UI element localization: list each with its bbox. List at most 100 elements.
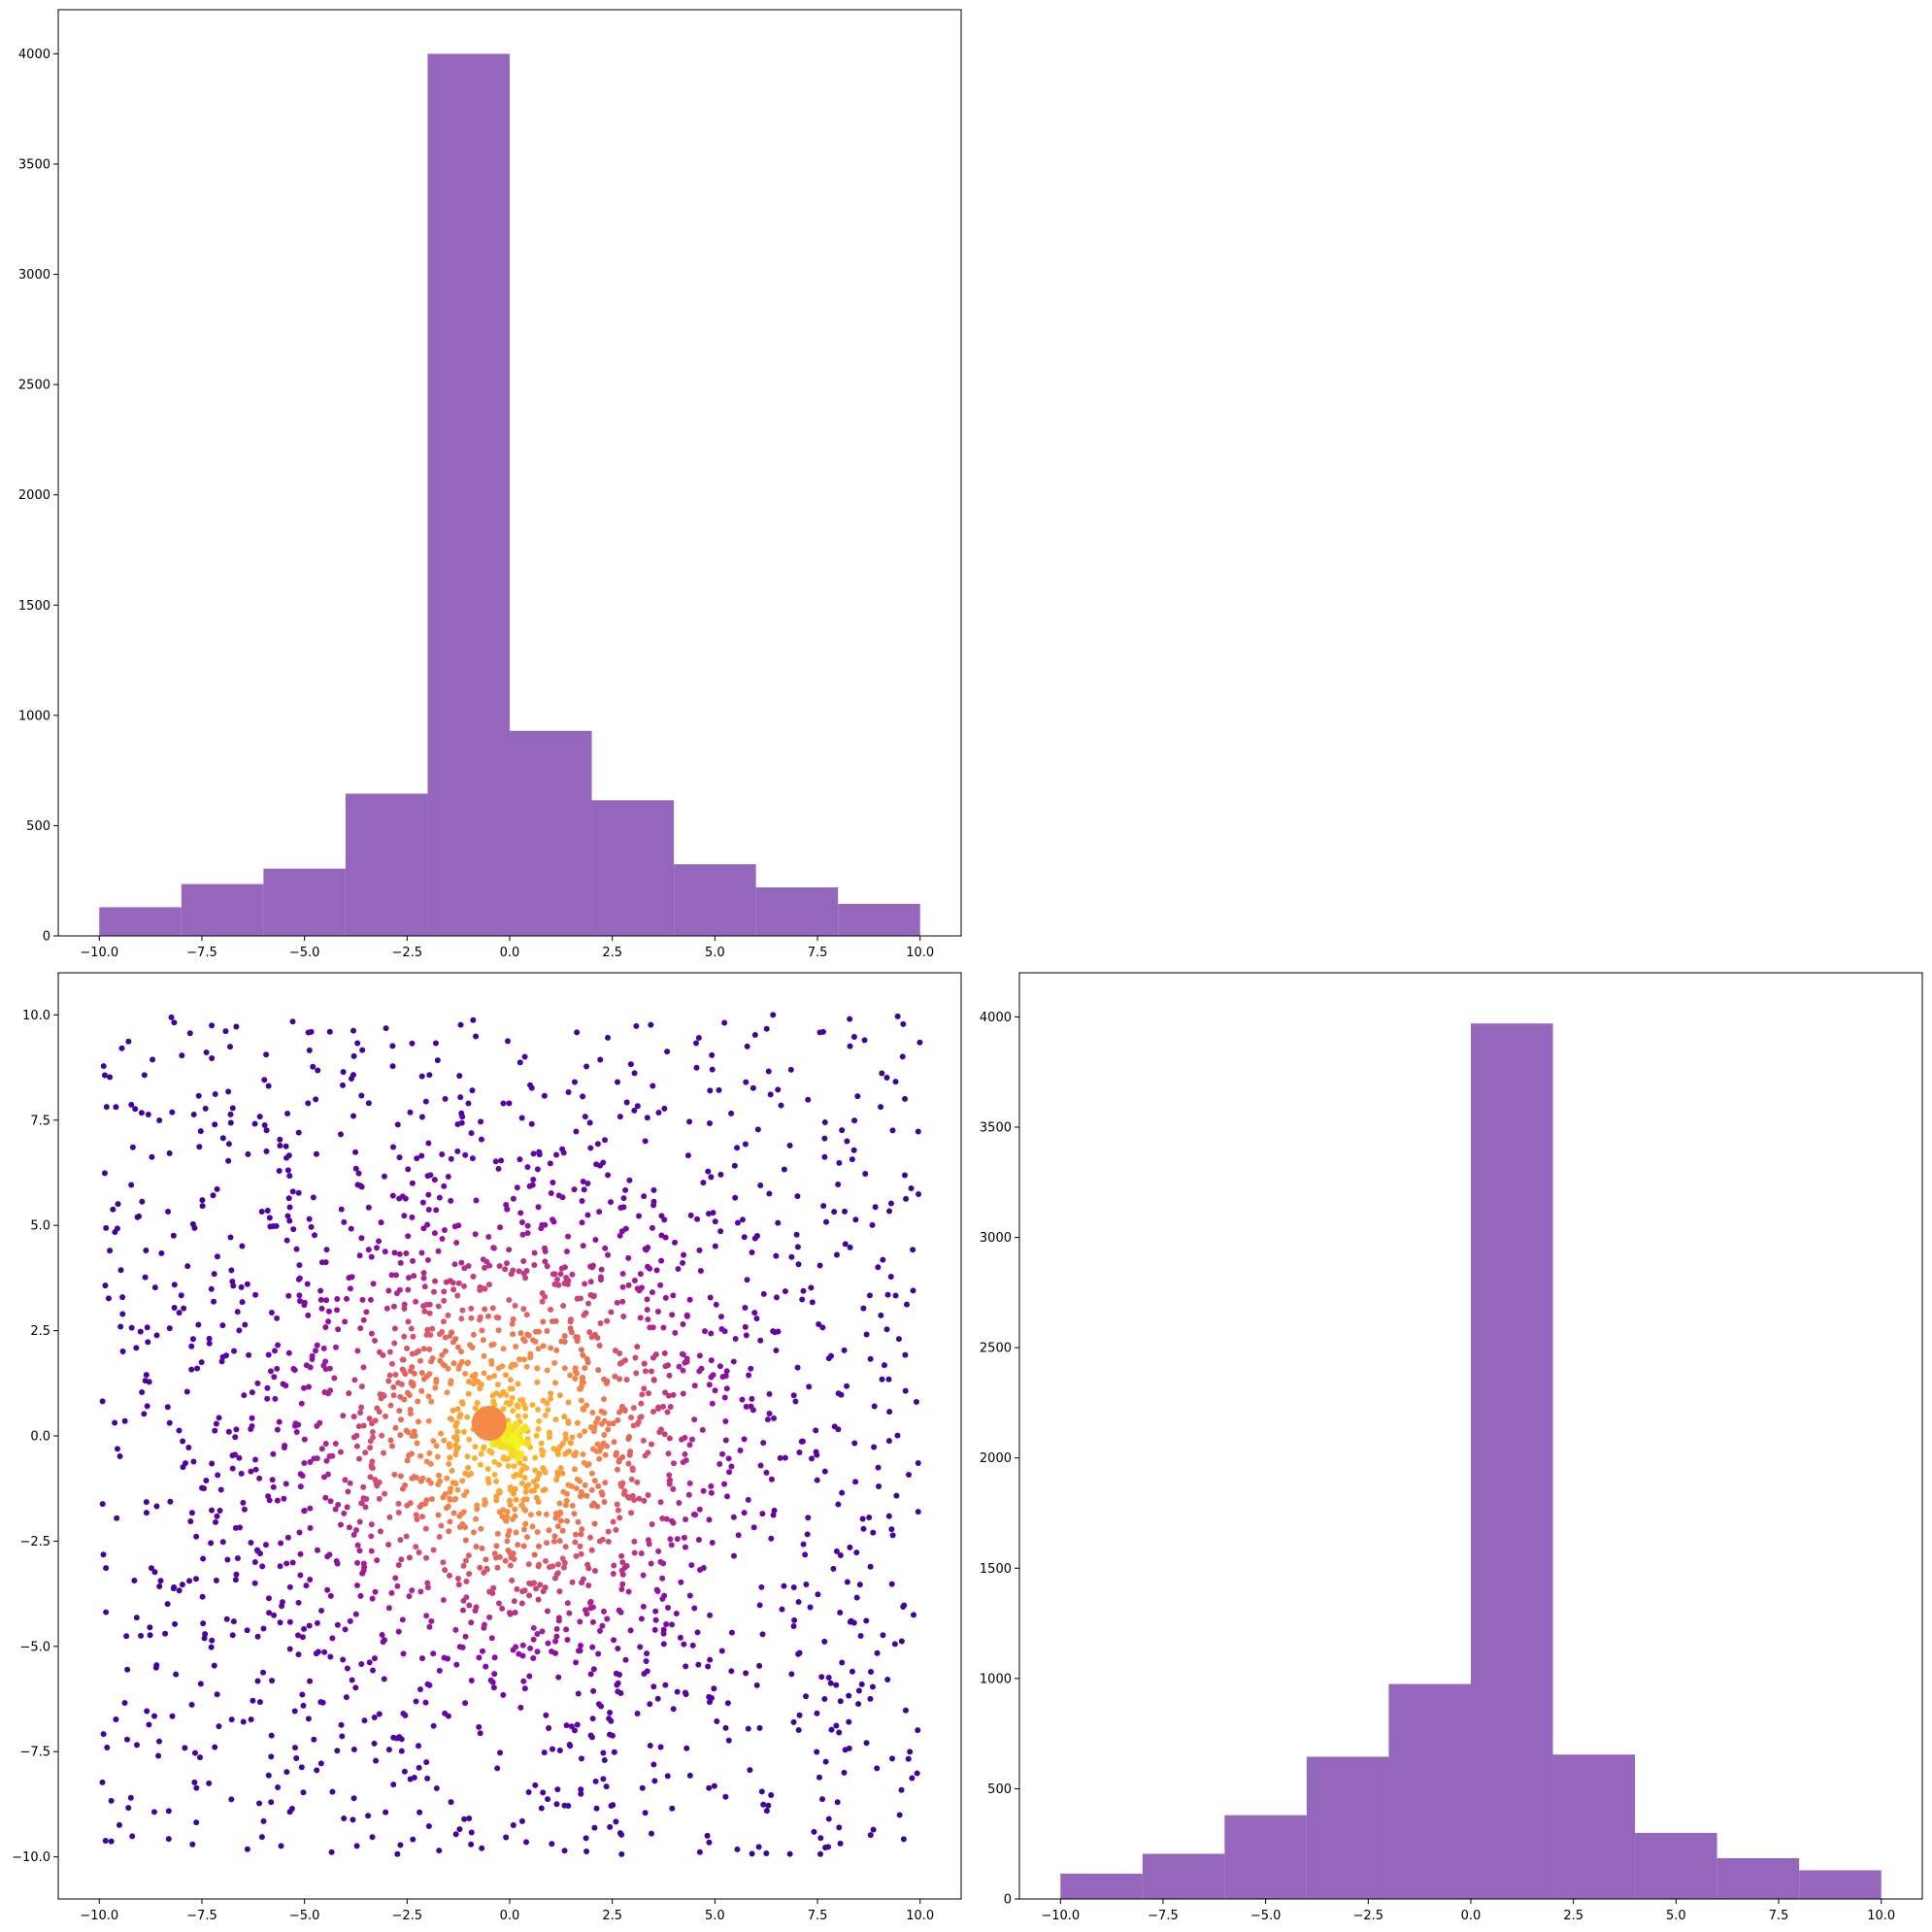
scatter-point xyxy=(505,1463,512,1470)
scatter-point xyxy=(781,1582,787,1589)
scatter-point xyxy=(517,1330,524,1337)
scatter-point xyxy=(376,1238,383,1245)
x-tick-label: 5.0 xyxy=(1666,1909,1686,1923)
scatter-point xyxy=(438,1522,445,1529)
scatter-point xyxy=(481,1444,487,1450)
scatter-point xyxy=(712,1387,718,1394)
scatter-point xyxy=(286,1173,293,1180)
scatter-point xyxy=(354,1582,361,1588)
scatter-point xyxy=(528,1084,535,1091)
scatter-point xyxy=(265,1351,272,1358)
histogram-bar xyxy=(427,53,510,936)
scatter-point xyxy=(407,1500,414,1507)
scatter-point xyxy=(216,1723,222,1730)
scatter-point xyxy=(645,1390,651,1397)
scatter-point xyxy=(903,1195,910,1202)
scatter-point xyxy=(888,1755,895,1762)
scatter-point xyxy=(885,1438,892,1445)
scatter-point xyxy=(486,1588,493,1595)
scatter-point xyxy=(279,1599,285,1606)
scatter-point xyxy=(667,1404,674,1411)
scatter-point xyxy=(459,1607,466,1614)
histogram-bar xyxy=(674,864,756,936)
scatter-point xyxy=(553,1633,560,1640)
scatter-point xyxy=(223,1352,230,1359)
scatter-point xyxy=(540,1465,547,1472)
scatter-point xyxy=(516,1650,522,1657)
scatter-point xyxy=(802,1551,809,1558)
scatter-point xyxy=(228,1716,235,1723)
scatter-point xyxy=(461,1265,468,1272)
scatter-point xyxy=(746,1372,752,1379)
scatter-point xyxy=(669,1621,676,1628)
scatter-point xyxy=(614,1501,620,1508)
scatter-point xyxy=(421,1308,428,1315)
scatter-point xyxy=(800,1287,807,1294)
scatter-point xyxy=(674,1688,681,1695)
scatter-point xyxy=(358,1183,365,1190)
scatter-point xyxy=(611,1749,617,1755)
scatter-point xyxy=(499,1434,508,1443)
scatter-point xyxy=(379,1631,385,1638)
scatter-point xyxy=(365,1247,372,1253)
scatter-point xyxy=(518,1817,525,1824)
scatter-point xyxy=(597,1162,604,1169)
scatter-point xyxy=(744,1277,750,1283)
scatter-point xyxy=(757,1337,764,1344)
scatter-point xyxy=(496,1262,503,1269)
scatter-point xyxy=(613,1526,619,1533)
scatter-point xyxy=(363,1495,370,1502)
scatter-point xyxy=(297,1550,304,1557)
scatter-point xyxy=(803,1582,810,1588)
scatter-point xyxy=(790,1583,797,1590)
scatter-point xyxy=(352,1149,359,1155)
scatter-point xyxy=(844,1382,850,1389)
scatter-point xyxy=(606,1715,613,1722)
scatter-point xyxy=(545,1407,551,1414)
scatter-point xyxy=(821,1468,828,1475)
scatter-point xyxy=(756,1724,763,1731)
scatter-point xyxy=(606,1731,613,1738)
scatter-point xyxy=(522,1520,529,1527)
scatter-point xyxy=(575,1690,582,1697)
scatter-point xyxy=(568,1723,575,1730)
scatter-point xyxy=(117,1267,124,1274)
scatter-point xyxy=(369,1595,376,1602)
scatter-point xyxy=(620,1195,627,1202)
scatter-point xyxy=(164,1404,171,1411)
scatter-point xyxy=(529,1402,536,1409)
scatter-point xyxy=(534,1365,541,1372)
scatter-point xyxy=(368,1533,375,1540)
scatter-point xyxy=(589,1446,596,1452)
scatter-point xyxy=(431,1177,438,1183)
scatter-point xyxy=(391,1340,398,1347)
scatter-point xyxy=(561,1802,568,1809)
scatter-point xyxy=(224,1556,231,1563)
scatter-point xyxy=(587,1145,594,1151)
scatter-point xyxy=(396,1154,403,1161)
scatter-point xyxy=(500,1100,507,1107)
scatter-point xyxy=(171,1583,178,1590)
scatter-point xyxy=(307,1505,314,1512)
scatter-point xyxy=(875,1264,882,1271)
scatter-point xyxy=(343,1694,350,1701)
scatter-point xyxy=(434,1057,441,1064)
scatter-point xyxy=(560,1564,567,1571)
scatter-point xyxy=(265,1083,272,1089)
scatter-point xyxy=(794,1244,801,1250)
scatter-point xyxy=(654,1695,661,1702)
scatter-point xyxy=(521,1053,528,1060)
scatter-point xyxy=(597,1320,604,1327)
scatter-point xyxy=(223,1616,230,1622)
scatter-point xyxy=(631,1278,638,1284)
scatter-point xyxy=(557,1271,564,1278)
scatter-point xyxy=(138,1632,145,1639)
scatter-point xyxy=(552,1638,559,1645)
scatter-point xyxy=(305,1100,312,1107)
scatter-point xyxy=(488,1449,495,1456)
scatter-point xyxy=(606,1420,613,1427)
scatter-point xyxy=(531,1580,538,1586)
scatter-point xyxy=(129,1144,136,1150)
scatter-point xyxy=(256,1699,263,1706)
scatter-point xyxy=(615,1416,621,1423)
